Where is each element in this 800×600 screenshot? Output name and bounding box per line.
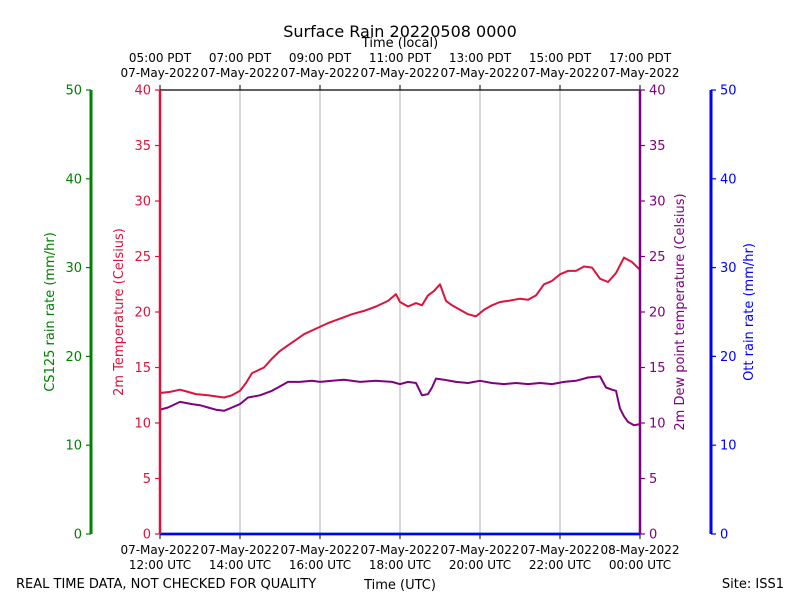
top-tick-label-time: 07:00 PDT [209, 51, 272, 65]
dewpoint-tick-label: 35 [649, 139, 666, 154]
x-tick-label-time: 20:00 UTC [449, 558, 511, 572]
top-tick-label-time: 13:00 PDT [449, 51, 512, 65]
x-tick-label-time: 18:00 UTC [369, 558, 431, 572]
dewpoint-tick-label: 5 [649, 472, 657, 487]
temperature-tick-label: 15 [134, 361, 151, 376]
site-label: Site: ISS1 [722, 577, 784, 592]
temperature-tick-label: 25 [134, 250, 151, 265]
x-tick-label-date: 07-May-2022 [360, 543, 439, 557]
dewpoint-tick-label: 40 [649, 84, 666, 99]
dewpoint-axis-label: 2m Dew point temperature (Celsius) [673, 193, 688, 430]
temperature-tick-label: 30 [134, 195, 151, 210]
dewpoint-tick-label: 10 [649, 417, 666, 432]
temperature-axis-label: 2m Temperature (Celsius) [112, 228, 127, 396]
series-line-temperature [159, 256, 641, 399]
x-tick-label-date: 07-May-2022 [200, 543, 279, 557]
top-tick-label-date: 07-May-2022 [280, 66, 359, 80]
x-tick-label-date: 07-May-2022 [280, 543, 359, 557]
x-tick-label-time: 16:00 UTC [289, 558, 351, 572]
top-tick-label-time: 15:00 PDT [529, 51, 592, 65]
x-tick-label-time: 00:00 UTC [609, 558, 671, 572]
temperature-tick-label: 35 [134, 139, 151, 154]
top-tick-label-date: 07-May-2022 [520, 66, 599, 80]
top-tick-label-date: 07-May-2022 [440, 66, 519, 80]
cs125-tick-label: 50 [65, 84, 82, 99]
x-tick-label-date: 07-May-2022 [520, 543, 599, 557]
chart-title: Surface Rain 20220508 0000 [283, 22, 517, 41]
x-axis-title: Time (UTC) [363, 578, 436, 593]
series-line-dewpoint [159, 375, 641, 427]
cs125-tick-label: 30 [65, 261, 82, 276]
top-tick-label-date: 07-May-2022 [600, 66, 679, 80]
top-tick-label-time: 11:00 PDT [369, 51, 432, 65]
quality-disclaimer: REAL TIME DATA, NOT CHECKED FOR QUALITY [16, 577, 316, 592]
cs125-axis-label: CS125 rain rate (mm/hr) [43, 232, 58, 392]
ott-tick-label: 20 [720, 350, 737, 365]
ott-axis-label: Ott rain rate (mm/hr) [742, 243, 757, 381]
dewpoint-tick-label: 0 [649, 528, 657, 543]
ott-tick-label: 30 [720, 261, 737, 276]
x-tick-label-date: 07-May-2022 [120, 543, 199, 557]
top-tick-label-date: 07-May-2022 [360, 66, 439, 80]
top-axis-title: Time (local) [361, 36, 438, 51]
cs125-tick-label: 40 [65, 172, 82, 187]
top-tick-label-time: 09:00 PDT [289, 51, 352, 65]
temperature-tick-label: 10 [134, 417, 151, 432]
ott-tick-label: 0 [720, 528, 728, 543]
dewpoint-tick-label: 30 [649, 195, 666, 210]
dewpoint-tick-label: 25 [649, 250, 666, 265]
top-tick-label-time: 05:00 PDT [129, 51, 192, 65]
temperature-tick-label: 0 [143, 528, 151, 543]
temperature-tick-label: 40 [134, 84, 151, 99]
ott-tick-label: 50 [720, 84, 737, 99]
top-tick-label-date: 07-May-2022 [200, 66, 279, 80]
cs125-tick-label: 10 [65, 439, 82, 454]
temperature-tick-label: 20 [134, 306, 151, 321]
grid-lines [239, 90, 561, 534]
top-tick-label-time: 17:00 PDT [609, 51, 672, 65]
dewpoint-tick-label: 15 [649, 361, 666, 376]
ott-tick-label: 40 [720, 172, 737, 187]
top-tick-label-date: 07-May-2022 [120, 66, 199, 80]
x-tick-label-date: 07-May-2022 [440, 543, 519, 557]
x-tick-label-time: 22:00 UTC [529, 558, 591, 572]
cs125-tick-label: 20 [65, 350, 82, 365]
dewpoint-tick-label: 20 [649, 306, 666, 321]
x-tick-label-time: 12:00 UTC [129, 558, 191, 572]
x-tick-label-date: 08-May-2022 [600, 543, 679, 557]
cs125-tick-label: 0 [74, 528, 82, 543]
ott-tick-label: 10 [720, 439, 737, 454]
x-tick-label-time: 14:00 UTC [209, 558, 271, 572]
temperature-tick-label: 5 [143, 472, 151, 487]
